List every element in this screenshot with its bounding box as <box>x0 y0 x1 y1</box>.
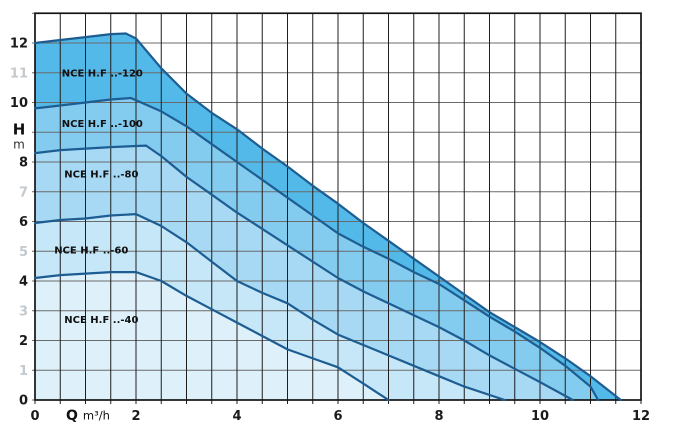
y-tick-label: 4 <box>19 275 28 290</box>
curve-1 <box>33 32 622 402</box>
series-label-4: NCE H.F ..-60 <box>54 245 128 256</box>
plot-border <box>34 12 642 401</box>
y-tick-label: 0 <box>19 394 28 409</box>
y-tick-label: 6 <box>19 215 28 230</box>
curve-2 <box>33 96 600 402</box>
x-tick-label: 6 <box>333 409 342 424</box>
x-tick-label: 8 <box>434 409 443 424</box>
y-tick-label: 12 <box>10 37 28 52</box>
curve-5 <box>33 271 390 402</box>
series-label-2: NCE H.F ..-100 <box>62 119 143 130</box>
y-tick-label: 8 <box>19 156 28 171</box>
x-tick-label: 0 <box>30 409 39 424</box>
x-tick-label: 12 <box>632 409 650 424</box>
y-minor-tick-label: 11 <box>10 66 28 81</box>
series-label-5: NCE H.F ..-40 <box>64 315 138 326</box>
y-minor-tick-label: 7 <box>19 185 28 200</box>
curve-3 <box>33 144 574 402</box>
curve-4 <box>33 213 506 402</box>
y-axis-title-symbol: H <box>13 120 26 138</box>
y-tick-label: 10 <box>10 96 28 111</box>
y-minor-tick-label: 3 <box>19 304 28 319</box>
x-tick-label: 10 <box>531 409 549 424</box>
y-minor-tick-label: 5 <box>19 245 28 260</box>
y-axis-title-unit: m <box>13 137 25 151</box>
x-tick-label: 2 <box>131 409 140 424</box>
y-minor-tick-label: 1 <box>19 364 28 379</box>
x-tick-label: 4 <box>232 409 241 424</box>
series-label-3: NCE H.F ..-80 <box>64 169 138 180</box>
y-tick-label: 2 <box>19 334 28 349</box>
series-label-1: NCE H.F ..-120 <box>62 68 143 79</box>
